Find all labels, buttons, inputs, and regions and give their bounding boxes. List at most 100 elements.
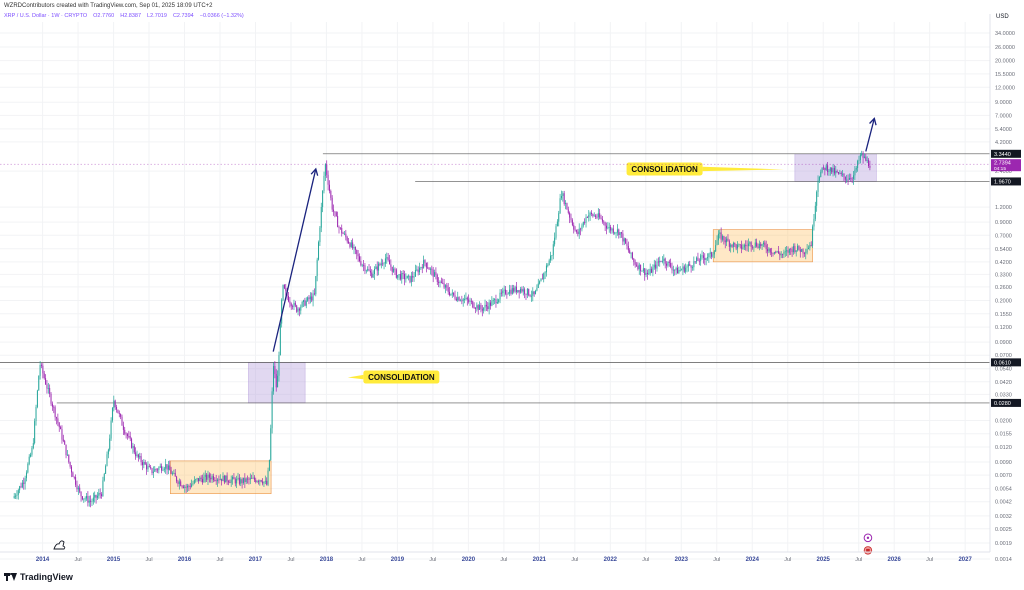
- trend-arrow-line[interactable]: [865, 118, 875, 152]
- ohlc-open: O2.7760: [93, 13, 115, 19]
- candle-body: [555, 226, 557, 238]
- candle-body: [644, 268, 646, 275]
- chart-grid: [0, 22, 990, 560]
- candle-body: [309, 296, 311, 300]
- candle-body: [247, 478, 249, 480]
- candle-body: [257, 481, 259, 483]
- candle-body: [601, 218, 603, 222]
- candle-body: [694, 261, 696, 263]
- candle-body: [536, 288, 538, 291]
- time-tick-label: 2026: [888, 557, 902, 563]
- candle-body: [106, 454, 108, 467]
- candle-body: [832, 168, 834, 173]
- candle-body: [429, 268, 431, 270]
- time-axis[interactable]: 2014 Jul 2015 Jul 2016 Jul 2017 Jul 2018 Jul 2019 J…: [0, 551, 990, 563]
- candle-body: [765, 245, 767, 250]
- plot-logo-icon: [53, 540, 66, 550]
- symbol-name[interactable]: XRP / U.S. Dollar · 1W · CRYPTO: [4, 13, 88, 19]
- candle-body: [484, 304, 486, 308]
- candle-body: [275, 373, 277, 388]
- candle-body: [17, 490, 19, 495]
- candle-body: [278, 355, 280, 376]
- candle-body: [618, 229, 620, 235]
- trend-arrow-line[interactable]: [272, 168, 317, 352]
- candle-body: [73, 476, 75, 478]
- candle-body: [277, 375, 279, 388]
- candle-body: [266, 480, 268, 485]
- candle-body: [682, 266, 684, 270]
- candle-body: [623, 238, 625, 242]
- candle-body: [670, 262, 672, 267]
- level-price-tag[interactable]: [991, 358, 1021, 367]
- candle-body: [447, 287, 449, 292]
- candle-body: [356, 249, 358, 254]
- candle-body: [791, 249, 793, 253]
- candle-body: [732, 242, 734, 247]
- consolidation-label[interactable]: [626, 162, 703, 176]
- candle-body: [211, 476, 213, 480]
- candle-body: [365, 270, 367, 272]
- price-axis-title: USD: [996, 14, 1009, 20]
- candle-body: [298, 308, 300, 311]
- candle-body: [824, 167, 826, 171]
- candle-body: [836, 170, 838, 173]
- candle-body: [776, 251, 778, 253]
- candle-body: [775, 251, 777, 253]
- candle-body: [13, 496, 15, 499]
- candle-body: [90, 500, 92, 502]
- candle-body: [719, 232, 721, 234]
- candle-body: [473, 307, 475, 309]
- candle-body: [170, 470, 172, 474]
- candle-body: [56, 417, 58, 419]
- candle-body: [492, 299, 494, 302]
- candle-body: [196, 478, 198, 480]
- candle-body: [652, 267, 654, 273]
- candle-body: [749, 242, 751, 244]
- candle-body: [803, 253, 805, 255]
- candle-body: [543, 273, 545, 280]
- symbol-legend[interactable]: XRP / U.S. Dollar · 1W · CRYPTO O2.7760 H2…: [4, 13, 250, 19]
- candle-body: [387, 257, 389, 261]
- candle-body: [843, 173, 845, 177]
- candle-body: [129, 436, 131, 439]
- candle-body: [499, 292, 501, 300]
- candle-body: [158, 467, 160, 471]
- trend-arrows[interactable]: [272, 117, 877, 352]
- candle-body: [496, 301, 498, 304]
- candle-body: [271, 391, 273, 429]
- level-price-tag[interactable]: [991, 149, 1021, 158]
- event-markers[interactable]: [863, 533, 873, 555]
- candle-body: [319, 227, 321, 243]
- candle-body: [79, 487, 81, 492]
- horizontal-levels[interactable]: [0, 153, 990, 404]
- price-tick-label: 0.0540: [995, 367, 1012, 373]
- last-price-tag[interactable]: [991, 159, 1021, 172]
- level-price-tag[interactable]: [991, 177, 1021, 186]
- candle-body: [619, 232, 621, 235]
- candle-body: [660, 260, 662, 262]
- candle-body: [582, 221, 584, 226]
- price-axis[interactable]: USD 34.0000 26.0000 20.0000 15.5000 12.0000 9.…: [0, 14, 1021, 563]
- candle-body: [334, 211, 336, 213]
- candle-body: [57, 418, 59, 423]
- time-tick-label: Jul: [855, 557, 862, 563]
- consolidation-label[interactable]: [363, 370, 440, 384]
- tradingview-brand[interactable]: TradingView: [4, 572, 73, 582]
- candle-body: [292, 306, 294, 308]
- candle-body: [642, 268, 644, 271]
- candle-body: [125, 433, 127, 435]
- candle-body: [350, 242, 352, 247]
- candle-body: [526, 288, 528, 295]
- level-price-tag[interactable]: [991, 398, 1021, 407]
- candle-body: [162, 469, 164, 471]
- candle-body: [513, 288, 515, 292]
- candle-body: [780, 254, 782, 256]
- candle-body: [574, 229, 576, 231]
- candle-body: [139, 456, 141, 458]
- candle-body: [345, 233, 347, 238]
- candle-body: [181, 485, 183, 487]
- chart-annotations[interactable]: CONSOLIDATION CONSOLIDATION: [347, 162, 785, 384]
- candle-body: [360, 261, 362, 266]
- candle-body: [847, 179, 849, 181]
